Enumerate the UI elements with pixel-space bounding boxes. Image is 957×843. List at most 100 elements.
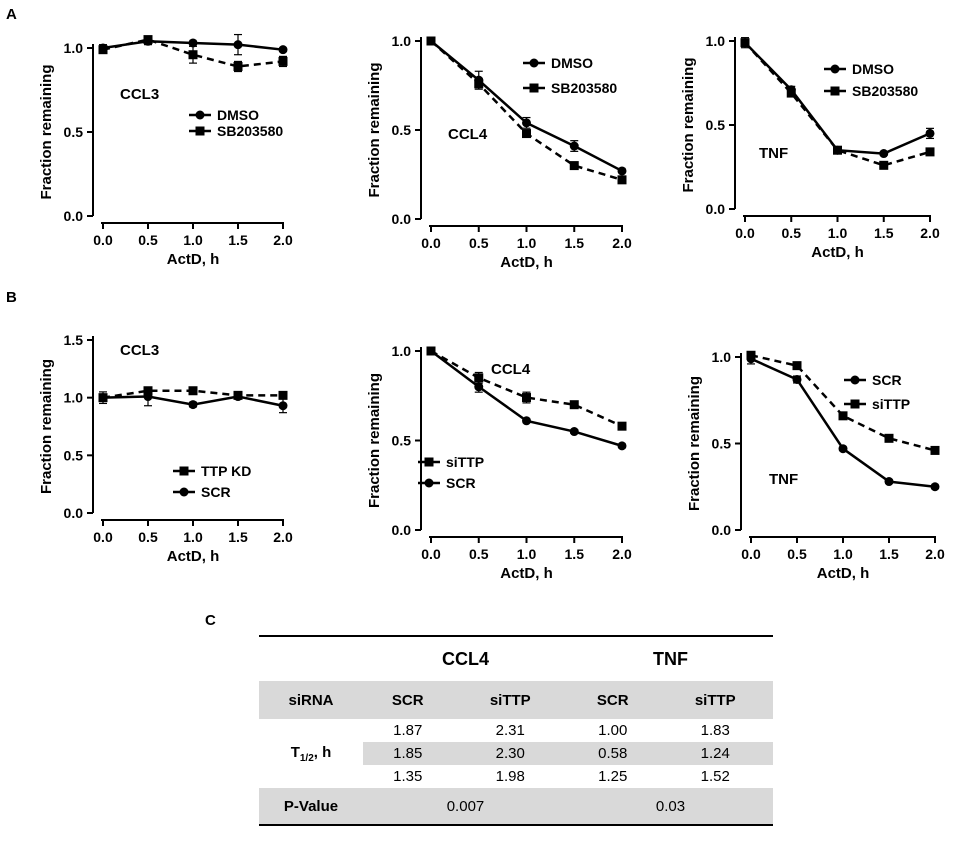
data-point	[188, 38, 198, 48]
data-point	[617, 175, 627, 185]
data-point	[884, 433, 894, 443]
x-tick-label: 1.5	[879, 546, 899, 562]
y-tick-label: 0.5	[392, 433, 412, 449]
panel-label-b: B	[6, 289, 17, 306]
x-tick-label: 2.0	[273, 529, 293, 545]
legend-entry: TTP KD	[173, 463, 251, 479]
x-tick-label: 0.0	[421, 235, 441, 251]
y-tick-label: 0.5	[706, 117, 726, 133]
x-tick-label: 1.5	[565, 546, 585, 562]
data-point	[233, 61, 243, 71]
panel-label-a: A	[6, 6, 17, 23]
data-point	[188, 386, 198, 396]
y-tick-label: 1.5	[64, 332, 84, 348]
data-point	[474, 382, 484, 392]
data-point	[98, 393, 108, 403]
legend-marker	[179, 466, 189, 476]
legend-label: SCR	[201, 484, 231, 500]
data-point	[426, 346, 436, 356]
x-tick-label: 2.0	[273, 232, 293, 248]
y-axis-label: Fraction remaining	[38, 64, 55, 199]
x-tick-label: 1.5	[565, 235, 585, 251]
x-axis-label: ActD, h	[500, 254, 553, 271]
data-point	[522, 118, 531, 128]
data-point	[884, 477, 894, 487]
y-tick-label: 1.0	[712, 349, 732, 365]
x-tick-label: 0.5	[138, 232, 158, 248]
series-sb203580	[426, 36, 627, 185]
data-point	[278, 56, 288, 66]
y-tick-label: 0.5	[392, 122, 412, 138]
x-axis-label: ActD, h	[500, 565, 553, 582]
data-point	[617, 441, 627, 451]
target-label: TNF	[759, 145, 788, 162]
legend-marker	[195, 110, 205, 120]
y-tick-label: 0.5	[64, 124, 84, 140]
x-tick-label: 1.0	[183, 232, 203, 248]
target-label: CCL4	[448, 126, 488, 143]
table-cell: 1.85	[363, 742, 453, 765]
data-point	[569, 400, 579, 410]
chart-a-tnf: 0.0 0.5 1.0 0.0 0.5 1.0 1.5 2.0 ActD, h Fraction …	[680, 33, 940, 261]
table-header-cell: siTTP	[657, 681, 773, 719]
target-label: CCL3	[120, 86, 159, 103]
legend-label: siTTP	[872, 396, 910, 412]
data-point	[569, 141, 579, 151]
x-tick-label: 2.0	[612, 235, 632, 251]
pvalue-label: P-Value	[259, 788, 363, 825]
series-sb203580	[740, 38, 935, 170]
legend-entry: DMSO	[523, 55, 593, 71]
legend-label: SCR	[446, 475, 476, 491]
legend-marker	[424, 457, 434, 467]
series-sittp	[746, 350, 940, 455]
data-point	[522, 393, 531, 403]
x-tick-label: 1.0	[517, 235, 537, 251]
pvalue-tnf: 0.03	[567, 788, 773, 825]
series-line	[102, 38, 284, 68]
x-tick-label: 1.0	[517, 546, 537, 562]
data-point	[879, 149, 889, 159]
x-tick-label: 1.5	[874, 225, 894, 241]
legend-entry: SCR	[418, 475, 476, 491]
x-tick-label: 1.0	[183, 529, 203, 545]
y-tick-label: 0.0	[712, 522, 732, 538]
data-point	[838, 444, 848, 454]
table-header-cell: siRNA	[259, 681, 363, 719]
x-tick-label: 2.0	[920, 225, 940, 241]
y-axis-label: Fraction remaining	[38, 359, 55, 494]
data-point	[522, 129, 531, 139]
table-cell: 2.31	[495, 722, 525, 739]
x-tick-label: 2.0	[925, 546, 945, 562]
x-tick-label: 0.5	[469, 546, 489, 562]
legend-entry: SB203580	[523, 80, 617, 96]
charts-canvas: 0.0 0.5 1.0 0.0 0.5 1.0 1.5 2.0 ActD, h Fraction …	[38, 33, 945, 582]
y-tick-label: 0.0	[392, 522, 412, 538]
legend-entry: SB203580	[189, 123, 283, 139]
data-point	[930, 482, 940, 492]
legend-marker	[850, 375, 860, 385]
data-point	[617, 421, 627, 431]
chart-b-ccl3: 0.0 0.5 1.0 1.5 0.0 0.5 1.0 1.5 2.0 ActD, h Fracti…	[38, 332, 293, 565]
data-point	[188, 400, 198, 410]
data-point	[278, 401, 288, 411]
x-tick-label: 0.0	[93, 232, 113, 248]
table-cell: 1.83	[700, 722, 730, 739]
half-life-row-label: T1/2, h	[290, 743, 332, 764]
x-tick-label: 0.0	[735, 225, 755, 241]
x-tick-label: 1.0	[833, 546, 853, 562]
series-dmso	[426, 36, 627, 176]
legend-label: TTP KD	[201, 463, 251, 479]
legend-label: siTTP	[446, 454, 484, 470]
data-point	[792, 361, 802, 371]
data-point	[838, 411, 848, 421]
legend-marker	[529, 58, 539, 68]
data-point	[278, 45, 288, 55]
target-label: CCL4	[491, 361, 531, 378]
x-tick-label: 2.0	[612, 546, 632, 562]
x-tick-label: 0.5	[469, 235, 489, 251]
data-point	[617, 166, 627, 176]
y-axis-label: Fraction remaining	[680, 57, 697, 192]
x-tick-label: 0.0	[93, 529, 113, 545]
legend-entry: siTTP	[844, 396, 910, 412]
data-point	[569, 161, 579, 171]
